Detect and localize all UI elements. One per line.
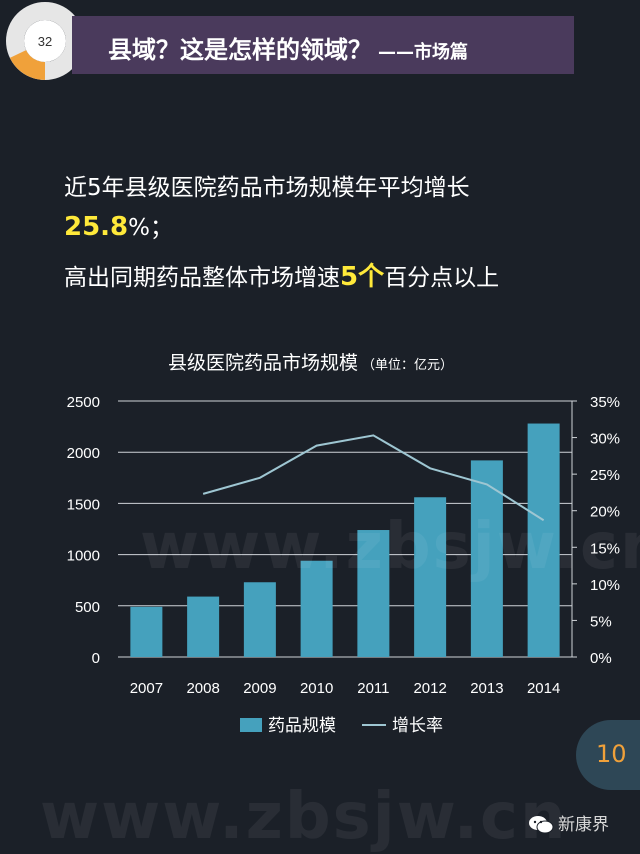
points-highlight: 5个 (340, 262, 385, 292)
badge-number: 32 (38, 34, 52, 49)
y-left-tick-label: 500 (75, 599, 100, 616)
growth-rate-line (202, 434, 545, 522)
x-tick-label: 2011 (357, 680, 389, 697)
brand-name: 新康界 (558, 815, 609, 835)
line3-prefix: 高出同期药品整体市场增速 (64, 265, 340, 291)
y-right-tick-label: 25% (590, 467, 620, 484)
y-right-tick-label: 0% (590, 650, 612, 667)
bar (414, 497, 447, 657)
text-line-2: 25.8%； (64, 208, 173, 242)
bar (470, 460, 503, 657)
chart-title-main: 县级医院药品市场规模 (168, 352, 359, 374)
chart-title: 县级医院药品市场规模 （单位：亿元） (168, 348, 453, 375)
y-right-tick-label: 20% (590, 504, 620, 521)
x-tick-label: 2013 (470, 680, 503, 697)
page-number: 10 (596, 740, 627, 768)
legend-bar-swatch (240, 718, 262, 732)
brand-label: 新康界 (528, 810, 609, 835)
legend-line-label: 增长率 (392, 716, 443, 736)
header-subtitle: ——市场篇 (378, 42, 468, 63)
market-size-chart: 0 500 1000 1500 2000 2500 0% 5% 10% 15% 20% 25% 30% 3… (67, 394, 620, 736)
x-tick-label: 2014 (527, 680, 560, 697)
text-line-3: 高出同期药品整体市场增速5个百分点以上 (64, 256, 499, 293)
x-tick-label: 2010 (300, 680, 333, 697)
line3-suffix: 百分点以上 (384, 265, 500, 291)
growth-rate-highlight: 25.8 (64, 212, 129, 242)
x-tick-label: 2009 (243, 680, 276, 697)
text-line-1: 近5年县级医院药品市场规模年平均增长 (64, 175, 470, 201)
page-number-badge (576, 720, 640, 790)
growth-rate-suffix: %； (128, 215, 174, 241)
watermark-bottom: www.zbsjw.cn (40, 780, 568, 854)
y-right-tick-label: 15% (590, 540, 620, 557)
header-bar (72, 16, 574, 74)
y-right-tick-label: 35% (590, 394, 620, 411)
y-right-tick-label: 30% (590, 431, 620, 448)
header-title-text: 县域？这是怎样的领域？ (108, 36, 372, 64)
bar (187, 596, 220, 657)
chart-title-unit: （单位：亿元） (362, 358, 454, 373)
y-left-tick-label: 1000 (67, 548, 100, 565)
page-title: 县域？这是怎样的领域？ ——市场篇 (108, 30, 468, 65)
bar (243, 582, 276, 657)
y-left-tick-label: 0 (92, 650, 100, 667)
bar (527, 423, 560, 657)
y-left-tick-label: 1500 (67, 496, 100, 513)
bar (357, 530, 390, 657)
x-tick-label: 2007 (130, 680, 163, 697)
bar (130, 606, 163, 657)
y-left-tick-label: 2500 (67, 394, 100, 411)
wechat-icon (529, 816, 554, 834)
y-right-tick-label: 5% (590, 613, 612, 630)
x-tick-label: 2008 (186, 680, 219, 697)
y-right-tick-label: 10% (590, 577, 620, 594)
bar (300, 560, 333, 657)
legend-bar-label: 药品规模 (268, 716, 336, 736)
x-tick-label: 2012 (413, 680, 446, 697)
watermark-mid: www.zbsjw.cn (140, 510, 640, 584)
y-left-tick-label: 2000 (67, 445, 100, 462)
